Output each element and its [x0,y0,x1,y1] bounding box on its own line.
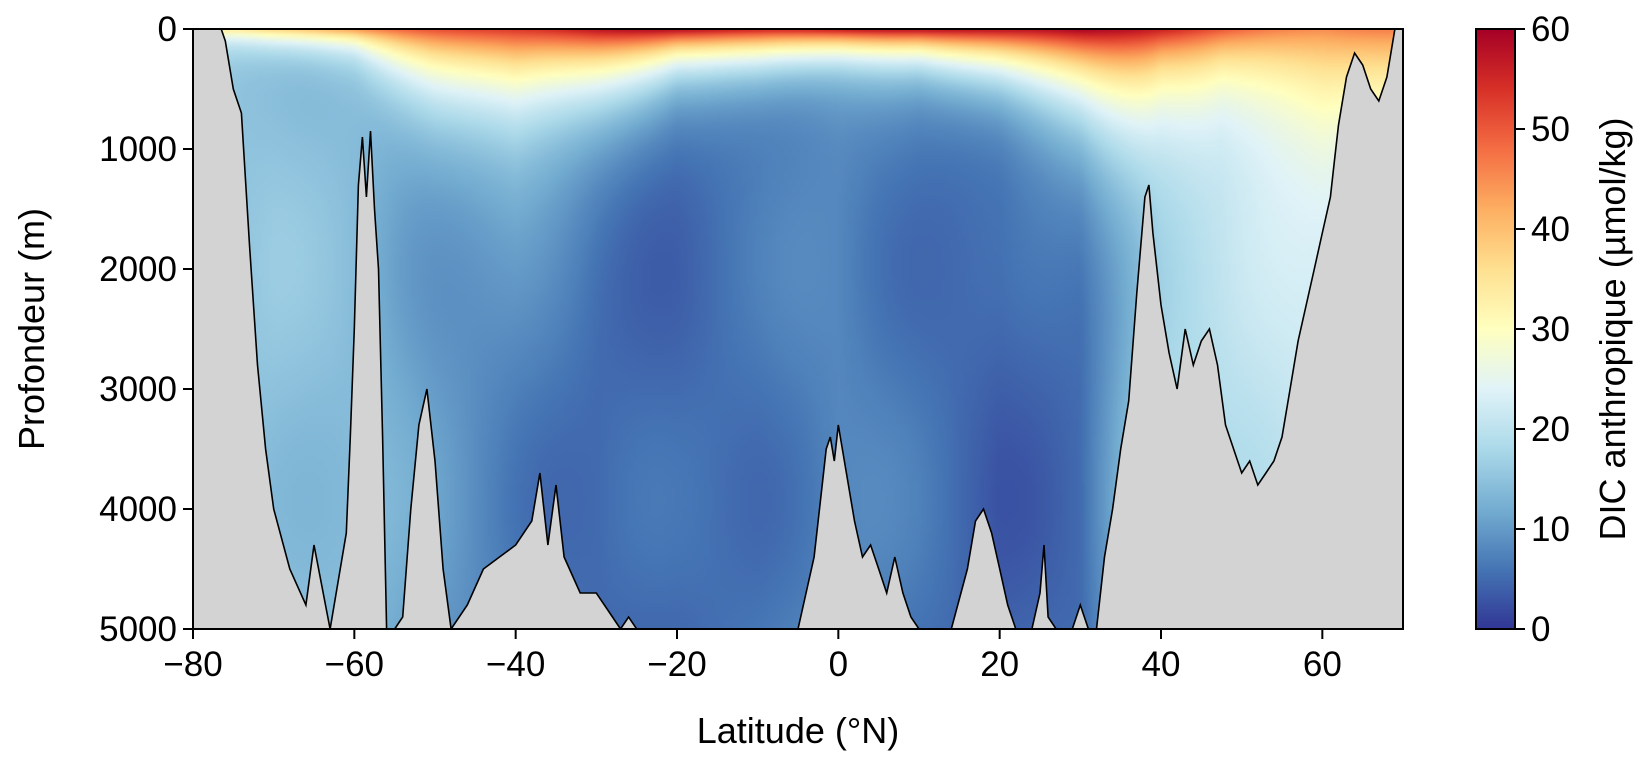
colorbar-title: DIC anthropique (µmol/kg) [1592,118,1633,541]
x-axis-title: Latitude (°N) [697,710,899,751]
colorbar-tick-label: 20 [1531,410,1570,449]
seafloor-outline [220,29,1396,629]
colorbar-gradient [1476,29,1515,629]
y-axis-title: Profondeur (m) [11,208,52,450]
seafloor-fill [193,29,1403,629]
x-tick-label: −60 [325,645,384,684]
y-tick-label: 1000 [99,130,177,169]
y-tick-label: 0 [158,10,177,49]
colorbar-tick-label: 30 [1531,310,1570,349]
y-tick-label: 4000 [99,490,177,529]
x-tick-label: −20 [647,645,706,684]
colorbar-ticks: 0 10 20 30 40 50 60 [1515,10,1570,649]
x-tick-label: 60 [1303,645,1342,684]
colorbar: 0 10 20 30 40 50 60 DIC anthropique (µmol/kg) [1475,10,1633,649]
colorbar-tick-label: 50 [1531,110,1570,149]
plot-area [192,28,1404,630]
colorbar-tick-label: 10 [1531,510,1570,549]
x-tick-label: −40 [486,645,545,684]
plot-frame [192,28,1404,630]
x-tick-label: 0 [829,645,848,684]
x-tick-label: −80 [163,645,222,684]
seafloor-bathymetry [193,29,1403,629]
y-tick-label: 3000 [99,370,177,409]
x-tick-label: 40 [1142,645,1181,684]
x-axis: −80 −60 −40 −20 0 20 40 60 [163,629,1342,684]
y-tick-label: 5000 [99,610,177,649]
x-tick-label: 20 [980,645,1019,684]
colorbar-tick-label: 60 [1531,10,1570,49]
y-tick-label: 2000 [99,250,177,289]
colorbar-tick-label: 0 [1531,610,1550,649]
y-axis: 0 1000 2000 3000 4000 5000 [99,10,193,649]
colorbar-tick-label: 40 [1531,210,1570,249]
